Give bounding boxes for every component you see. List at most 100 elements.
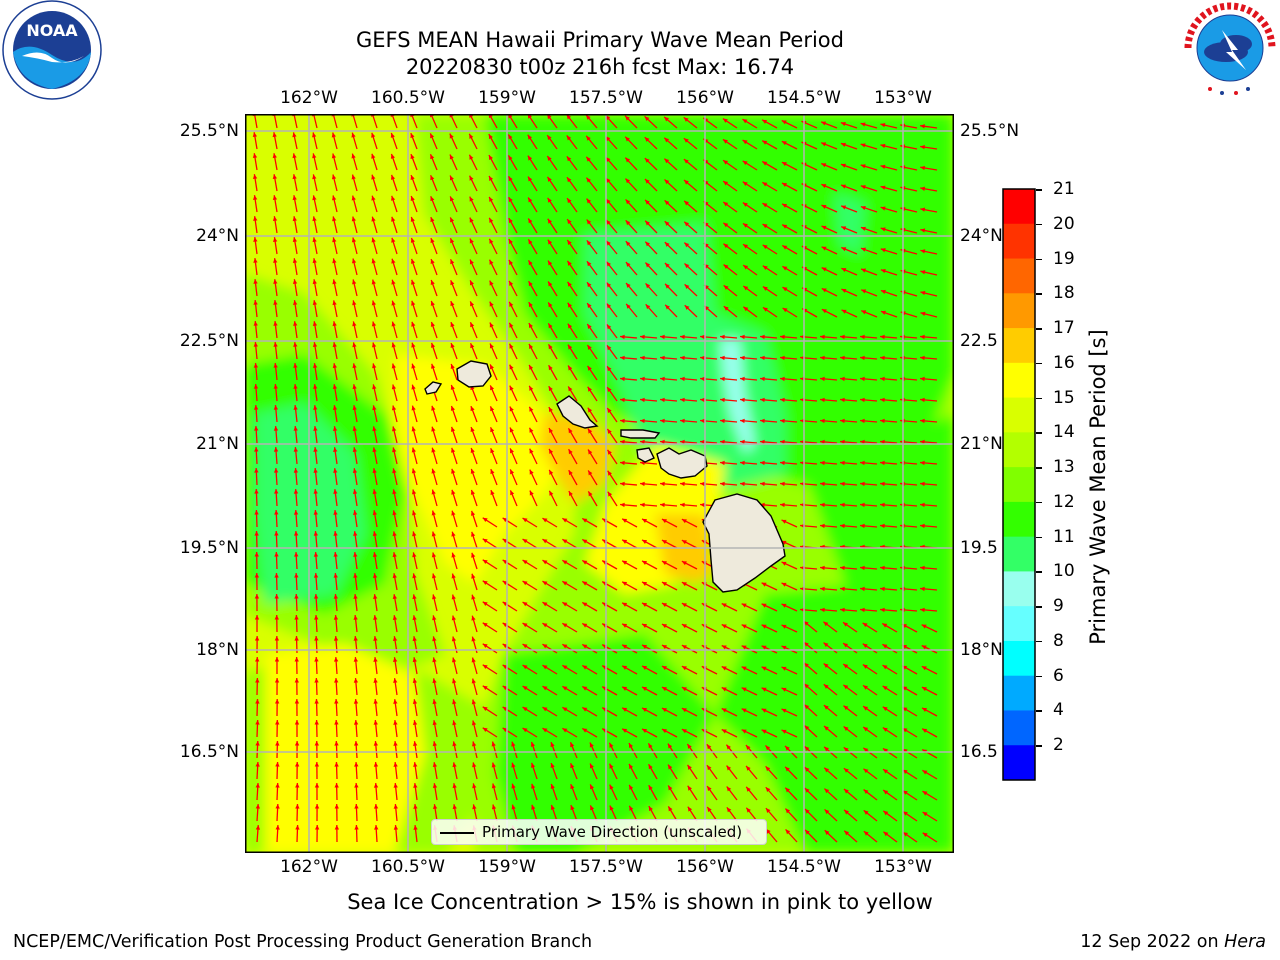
wave-arrow-976 xyxy=(862,684,878,696)
wave-arrow-578 xyxy=(607,449,618,465)
wave-arrow-188 xyxy=(508,217,518,234)
wave-arrow-672 xyxy=(392,510,398,528)
wave-arrow-474 xyxy=(620,397,638,403)
wave-arrow-743 xyxy=(412,552,418,570)
wave-arrow-785 xyxy=(542,580,558,591)
wave-arrow-462 xyxy=(391,384,398,402)
wave-arrow-517 xyxy=(780,418,798,424)
wave-arrow-1036 xyxy=(661,728,678,738)
wave-arrow-839 xyxy=(920,607,938,613)
wave-arrow-1057 xyxy=(393,741,398,759)
wave-arrow-166 xyxy=(762,202,778,213)
wave-arrow-816 xyxy=(471,594,478,612)
colorbar-block-8 xyxy=(1003,467,1035,503)
wave-arrow-786 xyxy=(562,580,578,591)
wave-arrow-185 xyxy=(449,217,458,234)
wave-arrow-1123 xyxy=(314,782,320,801)
lon-label-bottom-1: 160.5°W xyxy=(371,857,445,877)
wave-arrow-994 xyxy=(522,706,538,717)
wave-arrow-591 xyxy=(860,460,878,466)
wave-arrow-870 xyxy=(842,621,858,633)
wave-arrow-737 xyxy=(294,551,299,570)
lon-label-bottom-6: 153°W xyxy=(874,857,932,877)
wave-arrow-979 xyxy=(921,686,938,696)
wave-arrow-88 xyxy=(605,156,618,171)
wave-arrow-807 xyxy=(294,593,299,612)
wave-arrow-1047 xyxy=(882,727,898,738)
wave-arrow-223 xyxy=(508,238,518,255)
wave-arrow-111 xyxy=(371,174,378,192)
wave-arrow-784 xyxy=(522,580,538,591)
wave-arrow-113 xyxy=(410,174,418,192)
wave-arrow-496 xyxy=(372,405,378,423)
wave-arrow-539 xyxy=(528,427,538,444)
wave-arrow-642 xyxy=(490,489,498,507)
wave-arrow-830 xyxy=(741,603,758,612)
wave-arrow-864 xyxy=(721,623,738,633)
field-region-9s xyxy=(720,339,755,454)
wave-arrow-1164 xyxy=(432,804,438,822)
wave-arrow-297 xyxy=(586,281,598,297)
colorbar-block-10 xyxy=(1003,536,1035,572)
wave-arrow-1132 xyxy=(491,783,498,801)
wave-arrow-641 xyxy=(470,489,478,507)
wave-arrow-1184 xyxy=(824,808,838,822)
wave-arrow-700 xyxy=(254,530,259,549)
wave-arrow-771 xyxy=(274,572,279,591)
wave-arrow-356 xyxy=(371,321,378,339)
wave-arrow-703 xyxy=(313,531,319,549)
wave-arrow-666 xyxy=(274,509,279,528)
wave-arrow-832 xyxy=(781,603,798,612)
wave-arrow-836 xyxy=(860,607,878,613)
wave-arrow-360 xyxy=(450,321,458,339)
wave-arrow-685 xyxy=(641,518,658,528)
wave-arrow-561 xyxy=(273,446,279,465)
wave-arrow-1194 xyxy=(334,824,340,843)
wave-arrow-390 xyxy=(352,342,358,360)
wave-arrow-521 xyxy=(860,418,878,424)
wave-arrow-572 xyxy=(490,447,498,465)
wave-arrow-1107 xyxy=(687,764,698,780)
wave-arrow-412 xyxy=(780,355,798,361)
wave-arrow-792 xyxy=(681,581,698,591)
wave-arrow-922 xyxy=(482,664,498,675)
wave-arrow-1178 xyxy=(706,806,718,822)
wave-arrow-1031 xyxy=(562,727,578,738)
wave-arrow-79 xyxy=(429,154,438,171)
wave-arrow-789 xyxy=(621,581,638,591)
wave-arrow-1218 xyxy=(804,829,818,843)
wave-arrow-638 xyxy=(411,489,418,507)
wave-arrow-754 xyxy=(621,560,638,570)
wave-arrow-714 xyxy=(522,538,538,549)
wave-arrow-445 xyxy=(740,376,758,382)
island-niihau xyxy=(424,381,443,395)
wave-arrow-167 xyxy=(781,203,798,213)
wave-arrow-447 xyxy=(780,376,798,382)
wave-arrow-741 xyxy=(372,552,378,570)
wave-arrow-891 xyxy=(562,643,578,654)
wave-arrow-64 xyxy=(820,142,838,150)
wave-arrow-288 xyxy=(411,279,418,297)
wave-arrow-1187 xyxy=(882,810,898,822)
wave-arrow-397 xyxy=(489,343,498,360)
wave-arrow-904 xyxy=(823,642,838,654)
wave-arrow-472 xyxy=(587,386,598,402)
chart-subtitle: 20220830 t00z 216h fcst Max: 16.74 xyxy=(405,55,795,79)
wave-arrow-1071 xyxy=(667,743,678,759)
wave-arrow-17 xyxy=(585,114,598,129)
wave-arrow-941 xyxy=(862,664,878,675)
wave-arrow-747 xyxy=(482,559,498,570)
wave-arrow-177 xyxy=(292,216,298,234)
wave-arrow-508 xyxy=(606,407,618,423)
wave-arrow-810 xyxy=(353,594,358,612)
wave-arrow-959 xyxy=(522,685,538,696)
wave-arrow-1176 xyxy=(667,806,678,822)
wave-arrow-1006 xyxy=(761,708,778,717)
wave-arrow-365 xyxy=(547,323,558,339)
lon-label-bottom-3: 157.5°W xyxy=(569,857,643,877)
wave-arrow-974 xyxy=(823,683,838,696)
wave-arrow-632 xyxy=(293,489,299,507)
wave-arrow-317 xyxy=(293,300,298,318)
wave-arrow-1067 xyxy=(589,742,598,759)
wave-arrow-51 xyxy=(566,135,578,150)
